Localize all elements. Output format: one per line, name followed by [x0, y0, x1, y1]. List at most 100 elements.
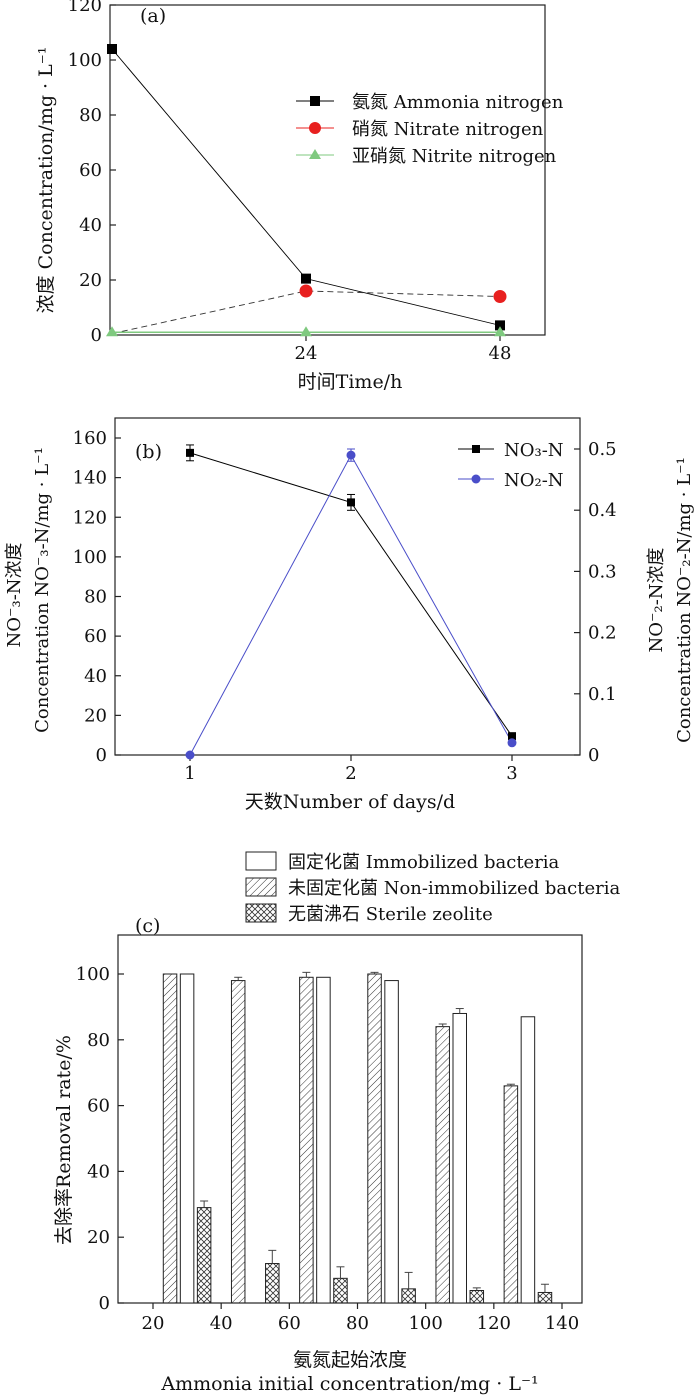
panel-c: (c) 氨氮起始浓度 Ammonia initial concentration… — [53, 851, 620, 1395]
panel-b-points — [185, 444, 517, 760]
panel-c-axes — [117, 934, 583, 1309]
panel-b-y-right-tick-label: 0.5 — [588, 439, 617, 460]
panel-a-y-tick-label: 0 — [91, 325, 102, 346]
panel-a-legend: 氨氮 Ammonia nitrogen 硝氮 Nitrate nitrogen … — [296, 92, 564, 167]
panel-b: (b) 天数Number of days/d NO⁻₃-N浓度 Concentr… — [4, 417, 695, 813]
panel-b-y-left-tick-label: 0 — [96, 745, 107, 766]
ammonia-point — [495, 320, 505, 331]
panel-b-y-left-tick-label: 160 — [73, 428, 107, 449]
panel-c-x-tick-label: 80 — [346, 1313, 369, 1334]
panel-c-y-axis-label: 去除率Removal rate/% — [53, 1035, 75, 1245]
no3-point — [508, 732, 516, 741]
non-immobilized-bar — [503, 1085, 519, 1304]
panel-a-y-tick-label: 20 — [79, 270, 102, 291]
panel-a-x-tick-label: 48 — [489, 343, 512, 364]
non-immobilized-bar — [367, 973, 382, 1304]
panel-c-y-tick-label: 20 — [87, 1227, 110, 1248]
panel-c-x-tick-label: 140 — [545, 1313, 579, 1334]
panel-c-frame — [117, 934, 583, 1304]
panel-a-y-tick-label: 120 — [68, 0, 102, 16]
panel-c-y-tick-label: 80 — [87, 1030, 110, 1051]
immobilized-bar — [316, 976, 331, 1304]
legend-no3-marker — [472, 445, 480, 453]
nitrite-point — [300, 326, 312, 337]
legend-nonimmobilized-swatch — [245, 877, 277, 897]
legend-nitrite-label: 亚硝氮 Nitrite nitrogen — [352, 146, 557, 167]
panel-c-bars — [162, 971, 553, 1304]
panel-a-y-axis-label: 浓度 Concentration/mg · L⁻¹ — [35, 47, 57, 314]
panel-b-y-right-tick-label: 0.4 — [588, 500, 617, 521]
panel-b-y-left-tick-label: 100 — [73, 547, 107, 568]
ammonia-point — [107, 44, 117, 54]
panel-b-x-axis-label: 天数Number of days/d — [245, 791, 455, 813]
panel-b-axes — [114, 417, 581, 761]
legend-no2-label: NO₂-N — [504, 470, 564, 491]
panel-c-legend: 固定化菌 Immobilized bacteria 未固定化菌 Non-immo… — [245, 851, 620, 925]
panel-c-x-tick-label: 20 — [142, 1313, 165, 1334]
panel-c-x-axis-label-1: 氨氮起始浓度 — [293, 1349, 407, 1371]
ammonia-point — [301, 273, 311, 284]
panel-c-y-tick-label: 100 — [76, 964, 110, 985]
no3-point — [347, 498, 355, 507]
legend-ammonia-label: 氨氮 Ammonia nitrogen — [352, 92, 564, 113]
nitrite-point — [106, 326, 118, 337]
panel-b-y-left-tick-label: 80 — [84, 587, 107, 608]
panel-b-y-left-label-2: Concentration NO⁻₃-N/mg · L⁻¹ — [32, 447, 53, 733]
legend-zeolite-swatch — [245, 903, 277, 923]
panel-b-y-right-label-1: NO⁻₂-N浓度 — [646, 547, 667, 652]
legend-nonimmobilized-label: 未固定化菌 Non-immobilized bacteria — [288, 878, 620, 899]
zeolite-bar — [265, 1263, 280, 1304]
panel-c-tick-labels: 0 20 40 60 80 100 20 40 60 80 100 120 140 — [76, 964, 580, 1334]
legend-ammonia-marker — [310, 96, 320, 106]
panel-b-y-right-tick-label: 0.3 — [588, 561, 617, 582]
zeolite-bar — [537, 1291, 553, 1304]
panel-a-x-axis-label: 时间Time/h — [298, 371, 403, 393]
panel-b-frame — [114, 417, 581, 756]
panel-b-legend: NO₃-N NO₂-N — [458, 440, 564, 491]
panel-b-y-left-tick-label: 40 — [84, 666, 107, 687]
panel-a-line-0 — [111, 48, 501, 326]
zeolite-bar — [469, 1289, 485, 1304]
panel-a: (a) 时间Time/h 浓度 Concentration/mg · L⁻¹ 0… — [35, 0, 564, 393]
non-immobilized-bar — [435, 1026, 450, 1304]
panel-c-label: (c) — [135, 915, 160, 937]
panel-a-points — [106, 44, 507, 337]
panel-b-label: (b) — [135, 441, 162, 463]
panel-a-axes — [109, 4, 546, 341]
no3-point — [186, 448, 194, 457]
non-immobilized-bar — [162, 973, 178, 1304]
panel-b-x-tick-label: 2 — [345, 763, 356, 784]
panel-b-tick-labels: 0 20 40 60 80 100 120 140 160 0 0.1 0.2 0.3 0.4 0.5 1 2 3 — [73, 428, 617, 784]
panel-b-y-right-label-2: Concentration NO⁻₂-N/mg · L⁻¹ — [674, 457, 695, 743]
panel-a-x-tick-label: 24 — [295, 343, 318, 364]
panel-a-y-tick-label: 80 — [79, 105, 102, 126]
legend-nitrate-marker — [309, 122, 321, 134]
legend-immobilized-swatch — [245, 851, 277, 871]
no2-point — [346, 450, 356, 460]
immobilized-bar — [520, 1016, 536, 1304]
nitrate-point — [299, 284, 313, 298]
panel-c-y-tick-label: 60 — [87, 1096, 110, 1117]
panel-c-x-tick-label: 40 — [210, 1313, 233, 1334]
legend-no3-label: NO₃-N — [504, 440, 564, 461]
panel-c-y-tick-label: 0 — [99, 1293, 110, 1314]
panel-c-x-axis-label-2: Ammonia initial concentration/mg · L⁻¹ — [160, 1373, 538, 1395]
non-immobilized-bar — [230, 980, 246, 1304]
panel-c-x-tick-label: 100 — [408, 1313, 442, 1334]
panel-b-y-left-tick-label: 120 — [73, 507, 107, 528]
panel-b-y-left-tick-label: 60 — [84, 626, 107, 647]
nitrite-point — [494, 326, 506, 337]
panel-a-tick-labels: 0 20 40 60 80 100 120 24 48 — [68, 0, 512, 364]
panel-b-y-left-label-1: NO⁻₃-N浓度 — [4, 542, 25, 647]
no2-point — [185, 750, 195, 760]
legend-nitrate-label: 硝氮 Nitrate nitrogen — [352, 119, 544, 140]
panel-b-x-tick-label: 3 — [506, 763, 517, 784]
zeolite-bar — [196, 1207, 212, 1304]
non-immobilized-bar — [299, 976, 314, 1304]
legend-nitrite-marker — [309, 149, 321, 159]
immobilized-bar — [179, 973, 195, 1304]
panel-b-y-left-tick-label: 20 — [84, 705, 107, 726]
panel-a-frame — [109, 4, 546, 336]
legend-immobilized-label: 固定化菌 Immobilized bacteria — [288, 852, 560, 873]
